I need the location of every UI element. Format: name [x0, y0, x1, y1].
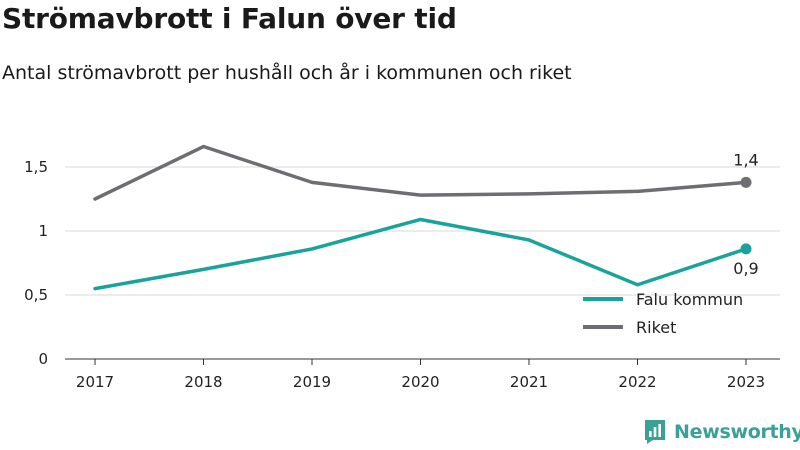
- series-line-riket: [93, 144, 748, 201]
- newsworthy-logo: Newsworthy: [643, 419, 800, 445]
- line-chart: 0 0,5 1 1,5 2017 2018 2019 2020 2021 2022 2023 1,…: [24, 144, 780, 391]
- x-tick-label: 2021: [510, 373, 548, 391]
- data-label-falu-kommun: 0,9: [733, 259, 758, 278]
- y-tick-label: 0,5: [24, 286, 48, 304]
- chart-subtitle: Antal strömavbrott per hushåll och år i …: [2, 62, 572, 84]
- x-tick-label: 2023: [727, 373, 765, 391]
- y-tick-label: 0: [38, 350, 48, 368]
- chart-title: Strömavbrott i Falun över tid: [2, 2, 457, 35]
- series-line-falu-kommun: [93, 217, 748, 291]
- legend-label: Falu kommun: [636, 290, 743, 309]
- legend-label: Riket: [636, 318, 676, 337]
- x-tick-label: 2017: [76, 373, 114, 391]
- x-tick-label: 2018: [184, 373, 222, 391]
- end-point-marker: [740, 176, 752, 188]
- x-tick-label: 2019: [293, 373, 331, 391]
- y-tick-label: 1: [38, 222, 48, 240]
- brand-name: Newsworthy: [674, 421, 800, 443]
- x-tick-label: 2022: [618, 373, 656, 391]
- newsworthy-icon: [645, 420, 665, 444]
- x-tick-label: 2020: [401, 373, 439, 391]
- data-label-riket: 1,4: [733, 150, 758, 169]
- y-tick-label: 1,5: [24, 158, 48, 176]
- end-point-marker: [740, 243, 752, 255]
